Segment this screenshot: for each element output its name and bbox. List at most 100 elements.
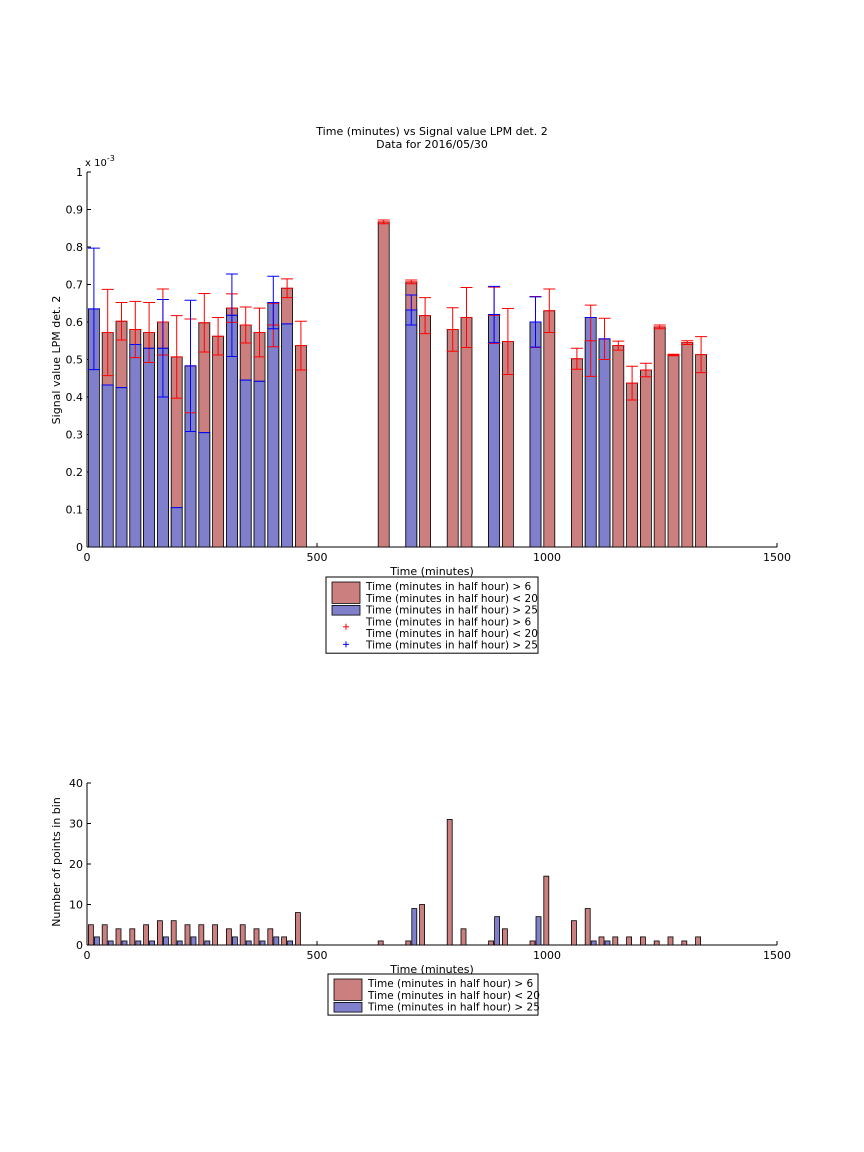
bottom-bar-blue [259,940,266,946]
top-exponent-power: -3 [107,154,115,163]
bottom-bar-blue [190,936,197,946]
bottom-bar-red [667,936,674,946]
bottom-bar-red [446,819,453,946]
bottom-bar-blue [535,916,542,946]
top-bar-blue [598,338,611,548]
top-x-tick-label: 1000 [533,551,561,564]
bottom-bar-blue [273,936,280,946]
top-bar-blue [529,321,542,548]
top-bar-red [543,310,556,548]
top-y-tick-label: 0.2 [66,466,84,479]
bottom-bar-blue [176,940,183,946]
bottom-bar-red [184,924,191,946]
top-exponent-label: x 10-3 [85,154,115,169]
bottom-xlabel: Time (minutes) [389,963,474,976]
bottom-bar-red [88,924,94,946]
bottom-y-tick-label: 40 [69,777,83,790]
bottom-bar-red [101,924,108,946]
top-bar-blue [405,309,418,548]
top-bar-red [640,369,652,548]
top-y-tick-label: 0.5 [66,354,84,367]
bottom-bar-red [653,940,660,946]
bottom-bar-red [253,928,260,946]
bottom-bar-red [571,920,577,946]
bottom-ylabel: Number of points in bin [50,797,63,927]
bottom-bar-blue [604,940,611,946]
top-bar-red [294,345,307,548]
bottom-bar-blue [231,936,238,946]
bottom-bar-red [681,940,688,946]
top-bar-blue [101,384,114,548]
bottom-bar-blue [149,940,156,946]
top-legend-label: Time (minutes in half hour) > 6 [365,581,532,593]
top-bar-blue [488,314,501,548]
bottom-bar-red [170,920,177,946]
top-bar-blue [143,347,156,548]
top-y-tick-label: 0.4 [66,391,84,404]
top-legend-label: Time (minutes in half hour) > 6 [365,616,532,628]
top-y-tick-label: 0.6 [66,316,84,329]
bottom-bar-red [294,912,301,946]
bottom-bar-red [598,936,605,946]
top-bar-blue [170,507,183,548]
top-ylabel: Signal value LPM det. 2 [50,296,63,425]
top-y-tick-label: 0.9 [66,204,84,217]
bottom-bar-blue [245,940,252,946]
top-chart-subtitle: Data for 2016/05/30 [376,138,488,151]
bottom-bar-red [377,940,384,946]
bottom-bar-red [419,904,426,946]
top-bar-red [667,354,680,548]
top-bar-blue [253,380,266,548]
top-bar-red [419,315,432,548]
top-bar-red [681,342,694,548]
bottom-y-tick-label: 20 [69,858,83,871]
top-chart-title: Time (minutes) vs Signal value LPM det. … [315,125,547,138]
bottom-bar-red [239,924,246,946]
bottom-bar-blue [287,940,294,946]
top-y-tick-label: 1 [76,166,83,179]
bottom-bar-red [156,920,163,946]
bottom-bar-red [612,936,619,946]
bottom-legend-swatch-red [333,978,363,1001]
bottom-legend-label: Time (minutes in half hour) < 20 [367,990,540,1002]
bottom-x-tick-label: 0 [84,949,91,962]
top-bar-red [653,326,666,548]
top-bar-red [212,335,225,548]
bottom-bar-blue [107,940,114,946]
bottom-legend-label: Time (minutes in half hour) > 6 [367,978,534,990]
bottom-plot-area: 0 500 1000 1500 0 10 20 30 40 [69,777,791,962]
top-bar-red [571,358,583,548]
top-y-tick-label: 0.1 [66,504,84,517]
top-x-tick-label: 500 [307,551,328,564]
top-bar-blue [115,387,128,548]
bottom-bar-red [267,928,274,946]
bottom-bar-red [129,928,136,946]
top-legend-label: Time (minutes in half hour) < 20 [365,593,538,605]
top-xlabel: Time (minutes) [389,565,474,578]
bottom-y-tick-label: 30 [69,818,83,831]
bottom-bar-red [212,924,219,946]
top-bar-red [377,221,390,548]
top-exponent-base: x 10 [85,158,107,169]
bottom-x-tick-label: 1500 [763,949,791,962]
bottom-bar-red [584,908,591,946]
top-legend-label: Time (minutes in half hour) > 25 [365,640,538,652]
bottom-bar-blue [94,936,100,946]
bottom-x-tick-label: 500 [307,949,328,962]
bottom-bar-red [115,928,122,946]
top-legend-label: Time (minutes in half hour) > 25 [365,605,538,617]
bottom-y-tick-label: 10 [69,899,83,912]
bottom-bar-red [501,928,508,946]
top-y-tick-label: 0.8 [66,241,84,254]
top-bar-blue [198,432,211,548]
top-bar-blue [129,344,142,548]
bottom-bar-red [695,936,701,946]
top-bar-red [612,345,625,548]
top-plot-area: 0 500 1000 1500 0 0.1 0.2 0.3 0.4 0.5 0.6 0.7 0.8 0.9… [66,166,792,564]
bottom-bar-red [626,936,632,946]
bottom-bar-blue [204,940,211,946]
top-y-tick-label: 0 [76,541,83,554]
top-legend-swatch-red [331,581,361,604]
